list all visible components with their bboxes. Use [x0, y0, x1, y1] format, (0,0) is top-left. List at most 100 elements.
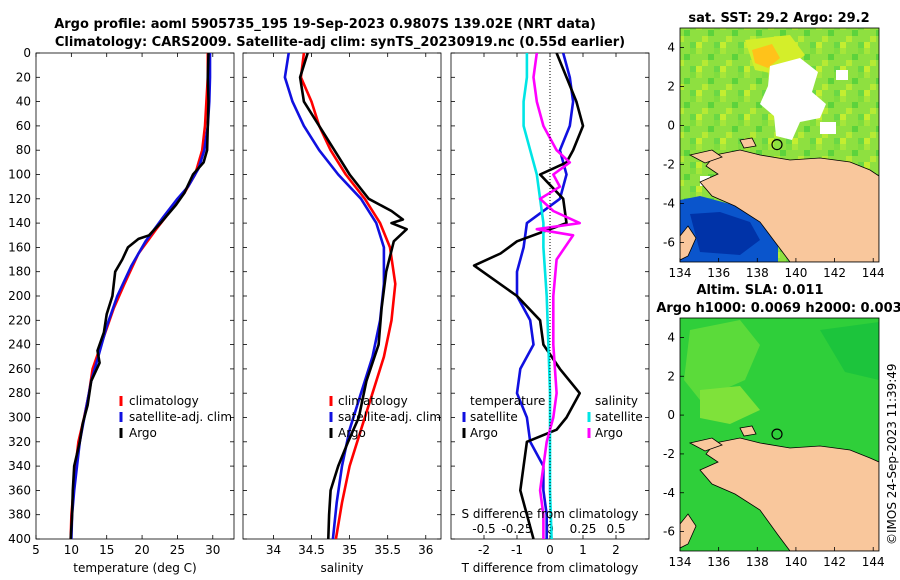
sla-map-title-line2: Argo h1000: 0.0069 h2000: 0.003: [656, 301, 900, 316]
legend-label-t-satellite: satellite: [470, 410, 518, 424]
legend-label-climatology: climatology: [338, 394, 408, 408]
map-x-tick-label: 140: [784, 555, 807, 569]
island-land: [739, 425, 757, 437]
y-tick-label: 160: [8, 240, 31, 254]
map-x-tick-label: 134: [669, 555, 692, 569]
y-tick-label: 180: [8, 265, 31, 279]
difference-legend: temperature salinity satellite Argo sate…: [462, 394, 643, 440]
sla-light-patch: [700, 386, 760, 424]
x-tick-label: 36: [418, 543, 433, 557]
y-tick-label: 240: [8, 338, 31, 352]
island-land: [688, 437, 723, 452]
argo-location-marker: [771, 428, 783, 440]
map-y-tick-label: -4: [663, 197, 675, 211]
x-top-tick-label: -0.5: [472, 522, 495, 536]
y-tick-label: 80: [16, 143, 31, 157]
legend-label-s-argo: Argo: [595, 426, 623, 440]
map-y-tick-label: 0: [667, 119, 675, 133]
series-satellite-adj-clim: [70, 53, 212, 539]
map-x-tick-label: 136: [707, 266, 730, 280]
series-s-satellite: [522, 53, 553, 539]
temperature-series: [69, 53, 212, 539]
map-x-tick-label: 140: [784, 266, 807, 280]
x-tick-label: 34.5: [298, 543, 325, 557]
series-climatology: [69, 53, 210, 539]
sst-map-frame: [679, 27, 880, 263]
island-land: [680, 225, 697, 261]
y-tick-label: 400: [8, 532, 31, 546]
map-x-tick-label: 134: [669, 266, 692, 280]
map-x-tick-label: 142: [823, 266, 846, 280]
y-tick-label: 100: [8, 168, 31, 182]
series-satellite-adj-clim: [283, 53, 386, 539]
x-tick-label: -1: [511, 543, 523, 557]
sla-map-title-line1: Altim. SLA: 0.011: [697, 283, 824, 298]
difference-axes: -2 -1 0 1 2-0.5 -0.25 0 0.25 0.5: [451, 52, 649, 557]
x-tick-label: 25: [170, 543, 185, 557]
new-guinea-land: [699, 437, 879, 551]
salinity-axes: 34 34.5 35 35.5 36: [243, 52, 441, 557]
x-tick-label: 35: [342, 543, 357, 557]
map-y-tick-label: -4: [663, 486, 675, 500]
series-t-satellite: [515, 53, 575, 539]
x-top-tick-label: -0.25: [501, 522, 532, 536]
map-y-tick-label: -6: [663, 236, 675, 250]
series-argo: [298, 53, 409, 539]
argo-location-marker: [771, 139, 783, 151]
salinity-xlabel: salinity: [320, 561, 363, 575]
y-tick-label: 280: [8, 386, 31, 400]
map-y-tick-label: 2: [667, 369, 675, 383]
x-tick-label: 34: [266, 543, 281, 557]
x-tick-label: 0: [546, 543, 554, 557]
y-tick-label: 20: [16, 70, 31, 84]
sla-map-axes: 134 136 138 140 142 144 4 2 0 -2 -4 -6: [663, 330, 885, 569]
x-tick-label: 30: [205, 543, 220, 557]
sla-map-frame: [679, 317, 880, 552]
map-x-tick-label: 142: [823, 555, 846, 569]
sst-hot-patch: [752, 44, 780, 68]
legend-label-argo: Argo: [129, 426, 157, 440]
x-top-tick-label: 0.25: [570, 522, 597, 536]
figure-title-line2: Climatology: CARS2009. Satellite-adj cli…: [55, 35, 625, 50]
difference-xlabel-top: S difference from climatology: [462, 507, 639, 521]
y-tick-label: 120: [8, 192, 31, 206]
map-y-tick-label: 0: [667, 408, 675, 422]
map-x-tick-label: 138: [746, 266, 769, 280]
sst-cloud-gap: [836, 70, 848, 80]
map-y-tick-label: 4: [667, 330, 675, 344]
x-tick-label: 5: [32, 543, 40, 557]
y-tick-label: 340: [8, 459, 31, 473]
new-guinea-land: [699, 149, 879, 262]
temperature-legend: climatology satellite-adj. clim Argo: [119, 394, 232, 440]
figure-title-line1: Argo profile: aoml 5905735_195 19-Sep-20…: [54, 17, 596, 32]
sst-map-axes: 134 136 138 140 142 144 4 2 0 -2 -4 -6: [663, 41, 885, 281]
difference-xlabel: T difference from climatology: [461, 561, 639, 575]
legend-label-climatology: climatology: [129, 394, 199, 408]
island-land: [680, 513, 697, 549]
map-x-tick-label: 144: [862, 266, 885, 280]
map-y-tick-label: 2: [667, 80, 675, 94]
legend-label-satellite-adj: satellite-adj. clim: [338, 410, 441, 424]
salinity-series: [283, 53, 409, 539]
map-x-tick-label: 136: [707, 555, 730, 569]
y-tick-label: 320: [8, 435, 31, 449]
x-tick-label: 35.5: [374, 543, 401, 557]
sla-map: [680, 318, 879, 551]
x-tick-label: 15: [99, 543, 114, 557]
sst-cloud-gap: [760, 58, 826, 140]
y-tick-label: 140: [8, 216, 31, 230]
island-land: [739, 137, 757, 149]
y-tick-label: 300: [8, 411, 31, 425]
difference-series: [472, 53, 585, 539]
sst-cloud-gap: [820, 122, 836, 134]
sst-map: [680, 28, 879, 262]
x-tick-label: 20: [134, 543, 149, 557]
sla-dark-patch: [820, 322, 879, 380]
legend-label-t-argo: Argo: [470, 426, 498, 440]
temperature-axes: 5 10 15 20 25 3002040608010012014016018020022…: [8, 46, 234, 557]
map-y-tick-label: -2: [663, 158, 675, 172]
x-tick-label: 1: [579, 543, 587, 557]
y-tick-label: 260: [8, 362, 31, 376]
series-t-argo: [472, 53, 585, 539]
